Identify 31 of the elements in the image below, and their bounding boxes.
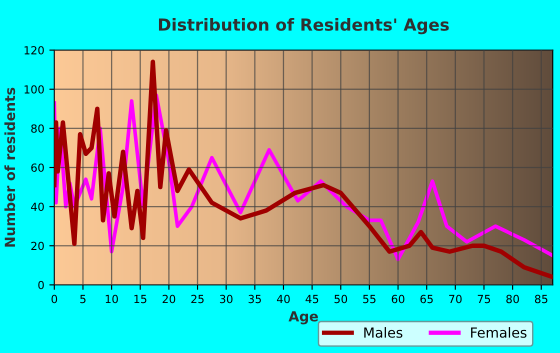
- x-tick-label: 0: [52, 294, 58, 304]
- x-tick-label: 20: [162, 294, 176, 304]
- y-tick-label: 100: [24, 85, 44, 94]
- x-tick-label: 25: [191, 294, 204, 304]
- x-tick-label: 55: [363, 294, 376, 304]
- x-tick-label: 65: [420, 294, 433, 304]
- y-tick-label: 20: [31, 242, 44, 250]
- x-tick-label: 75: [478, 294, 490, 304]
- x-tick-label: 5: [80, 294, 86, 304]
- x-tick-label: 35: [248, 294, 261, 304]
- x-tick-label: 50: [334, 294, 348, 304]
- x-tick-label: 85: [534, 294, 548, 304]
- x-tick-label: 70: [449, 294, 462, 304]
- y-tick-label: 60: [31, 163, 44, 172]
- x-tick-label: 60: [392, 294, 404, 304]
- y-axis-title: Number of residents: [4, 88, 16, 247]
- line-series: [54, 60, 553, 280]
- legend-label: Males: [364, 327, 402, 338]
- x-tick-label: 30: [220, 294, 233, 304]
- y-tick-label: 80: [31, 124, 44, 133]
- x-tick-label: 80: [506, 294, 519, 304]
- y-tick-label: 40: [31, 202, 44, 211]
- x-tick-label: 15: [134, 294, 146, 304]
- chart-title: Distribution of Residents' Ages: [158, 18, 449, 34]
- y-tick-label: 0: [38, 280, 44, 290]
- x-tick-label: 10: [106, 294, 118, 304]
- x-tick-label: 40: [276, 294, 290, 304]
- y-tick-label: 120: [24, 46, 44, 55]
- x-axis-title: Age: [288, 311, 318, 324]
- x-tick-label: 45: [306, 294, 318, 304]
- legend-label: Females: [471, 327, 526, 338]
